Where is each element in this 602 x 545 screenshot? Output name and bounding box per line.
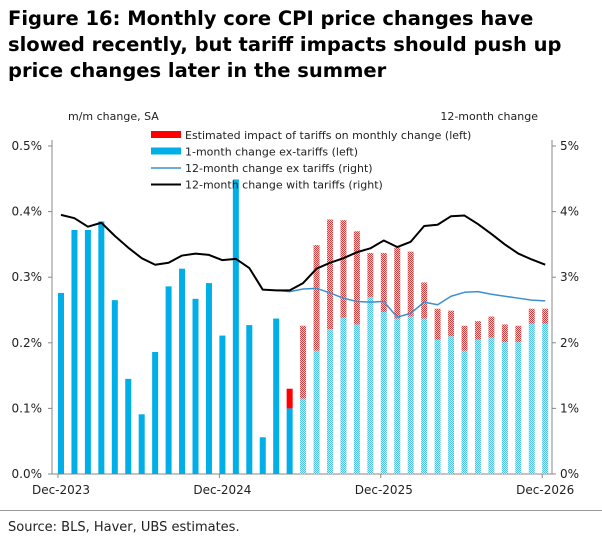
bar-ex-tariffs bbox=[353, 324, 360, 474]
bar-ex-tariffs bbox=[58, 292, 64, 474]
bar-ex-tariffs bbox=[125, 378, 132, 474]
bar-ex-tariffs bbox=[501, 342, 508, 474]
bar-ex-tariffs bbox=[407, 316, 414, 474]
bar-ex-tariffs bbox=[528, 323, 535, 474]
legend-swatch bbox=[151, 131, 181, 138]
bar-ex-tariffs bbox=[192, 298, 199, 474]
x-tick-label: Dec-2025 bbox=[355, 483, 413, 497]
divider bbox=[0, 510, 602, 511]
x-tick-label: Dec-2023 bbox=[32, 483, 90, 497]
legend-label: 1-month change ex-tariffs (left) bbox=[185, 146, 358, 159]
bar-ex-tariffs bbox=[448, 336, 455, 474]
bar-tariff-impact bbox=[380, 252, 387, 312]
bar-tariff-impact bbox=[421, 282, 428, 319]
bar-ex-tariffs bbox=[219, 335, 226, 474]
right-tick-label: 0% bbox=[560, 467, 579, 481]
bar-ex-tariffs bbox=[165, 286, 172, 474]
bar-ex-tariffs bbox=[542, 323, 549, 474]
left-tick-label: 0.3% bbox=[12, 270, 43, 284]
legend-label: 12-month change with tariffs (right) bbox=[185, 179, 383, 192]
bar-tariff-impact bbox=[340, 220, 347, 318]
bar-ex-tariffs bbox=[259, 437, 266, 474]
bar-tariff-impact bbox=[448, 310, 455, 337]
bar-tariff-impact bbox=[407, 251, 414, 317]
bar-ex-tariffs bbox=[488, 337, 495, 474]
bar-tariff-impact bbox=[300, 325, 307, 399]
left-axis-label: m/m change, SA bbox=[68, 110, 159, 123]
bar-ex-tariffs bbox=[84, 229, 91, 474]
bar-ex-tariffs bbox=[98, 221, 105, 474]
right-tick-label: 4% bbox=[560, 205, 579, 219]
x-tick-label: Dec-2024 bbox=[193, 483, 251, 497]
right-tick-label: 2% bbox=[560, 336, 579, 350]
source-note: Source: BLS, Haver, UBS estimates. bbox=[8, 520, 240, 535]
bar-ex-tariffs bbox=[179, 268, 186, 474]
left-tick-label: 0.0% bbox=[12, 467, 43, 481]
right-tick-label: 1% bbox=[560, 401, 579, 415]
chart-title: Figure 16: Monthly core CPI price change… bbox=[8, 7, 562, 82]
bar-ex-tariffs bbox=[421, 318, 428, 474]
bar-ex-tariffs bbox=[273, 318, 280, 474]
bar-ex-tariffs bbox=[474, 339, 481, 474]
bar-tariff-impact bbox=[394, 247, 401, 319]
bar-tariff-impact bbox=[313, 245, 320, 351]
left-tick-label: 0.4% bbox=[12, 205, 43, 219]
bar-ex-tariffs bbox=[367, 296, 374, 474]
bar-tariff-impact bbox=[528, 308, 535, 324]
bar-ex-tariffs bbox=[152, 351, 159, 474]
left-tick-label: 0.2% bbox=[12, 336, 43, 350]
bar-ex-tariffs bbox=[394, 318, 401, 474]
left-tick-label: 0.5% bbox=[12, 139, 43, 153]
bar-ex-tariffs bbox=[340, 317, 347, 474]
bar-ex-tariffs bbox=[71, 229, 78, 474]
bar-tariff-impact bbox=[461, 325, 468, 351]
bar-tariff-impact bbox=[501, 324, 508, 343]
legend-label: Estimated impact of tariffs on monthly c… bbox=[185, 129, 471, 142]
bar-tariff-impact bbox=[542, 308, 549, 324]
bar-ex-tariffs bbox=[434, 339, 441, 474]
x-tick-label: Dec-2026 bbox=[516, 483, 574, 497]
legend-swatch bbox=[151, 147, 181, 155]
line-12m-with-tariffs bbox=[60, 213, 546, 292]
bar-tariff-impact bbox=[327, 219, 333, 330]
bar-ex-tariffs bbox=[111, 300, 118, 474]
bar-ex-tariffs bbox=[232, 179, 239, 474]
bar-ex-tariffs bbox=[286, 408, 293, 474]
right-axis-label: 12-month change bbox=[440, 110, 538, 123]
bar-ex-tariffs bbox=[515, 342, 522, 474]
bar-ex-tariffs bbox=[300, 398, 307, 474]
bar-tariff-impact bbox=[286, 388, 293, 409]
bar-ex-tariffs bbox=[313, 350, 320, 474]
bar-tariff-impact bbox=[515, 325, 522, 343]
bar-tariff-impact bbox=[353, 231, 360, 325]
left-tick-label: 0.1% bbox=[12, 401, 43, 415]
bar-ex-tariffs bbox=[461, 350, 468, 474]
bar-tariff-impact bbox=[474, 321, 481, 340]
bar-tariff-impact bbox=[488, 316, 495, 338]
bar-ex-tariffs bbox=[138, 414, 145, 474]
bar-tariff-impact bbox=[367, 252, 374, 297]
right-tick-label: 5% bbox=[560, 139, 579, 153]
bar-ex-tariffs bbox=[205, 283, 212, 474]
chart: m/m change, SA 12-month change 0.0% 0.1% 0… bbox=[12, 110, 580, 497]
legend-label: 12-month change ex tariffs (right) bbox=[185, 162, 373, 175]
bar-ex-tariffs bbox=[246, 325, 253, 474]
bar-ex-tariffs bbox=[380, 311, 387, 474]
bar-tariff-impact bbox=[434, 308, 441, 340]
right-tick-label: 3% bbox=[560, 270, 579, 284]
bar-ex-tariffs bbox=[327, 329, 333, 474]
